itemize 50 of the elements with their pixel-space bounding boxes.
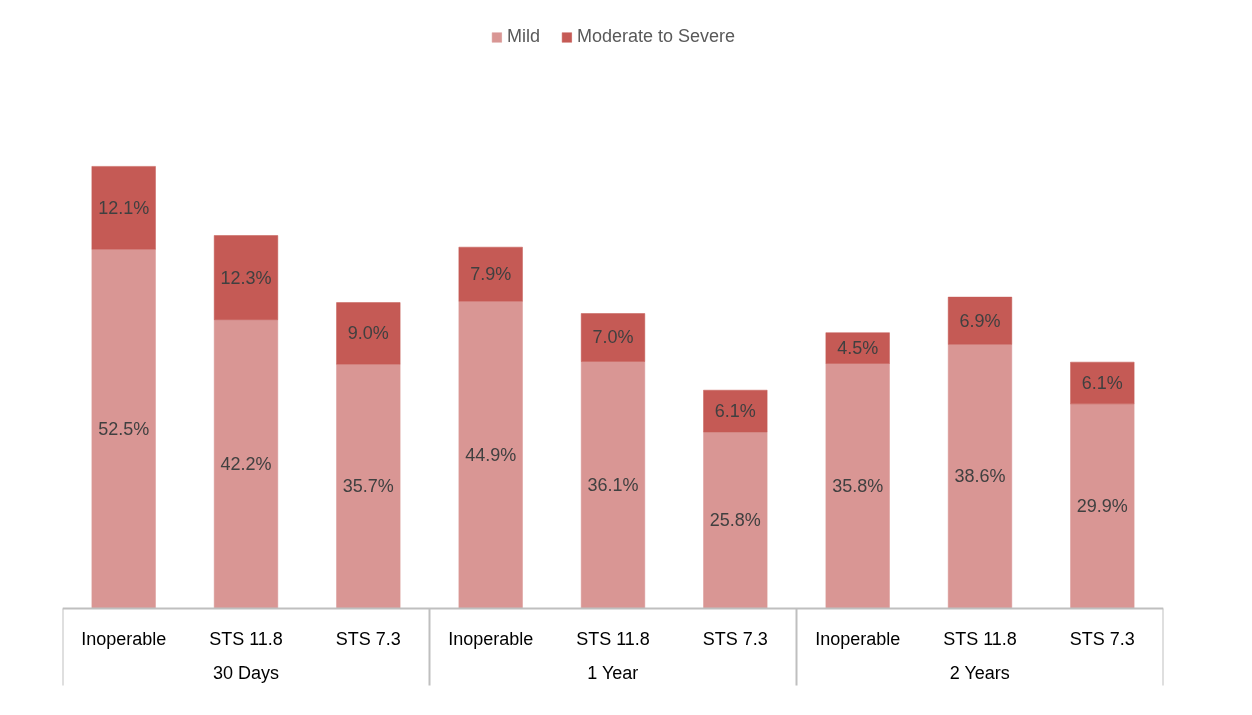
data-label: 38.6% [954,466,1006,487]
bar [825,363,890,609]
x-tick-label: STS 11.8 [209,628,283,649]
data-label: 7.0% [592,327,634,348]
x-tick-label: STS 7.3 [1069,628,1135,649]
bar [947,344,1013,609]
data-label: 52.5% [98,418,150,439]
data-label: 6.9% [959,310,1001,331]
bar [336,302,401,365]
bar [91,166,156,250]
bar [580,313,646,362]
text: 1 Year [587,662,639,683]
bar [458,300,523,609]
bar [213,235,279,320]
bar [580,361,646,609]
data-label: 42.2% [220,454,272,475]
x-tick-label: Inoperable [81,628,167,649]
x-tick-label: Inoperable [815,628,901,649]
legend-label: Moderate to Severe [576,26,736,47]
data-label: 6.1% [714,401,756,422]
x-tick-label: Inoperable [448,628,534,649]
data-label: 35.7% [342,476,394,497]
bar [703,389,768,433]
bar [91,248,156,609]
legend-label: Mild [506,26,540,47]
bar [1070,403,1135,609]
data-label: 9.0% [347,323,389,344]
data-label: 36.1% [587,474,639,495]
bar [213,319,279,609]
bar [947,296,1013,345]
data-label: 35.8% [832,476,884,496]
text: 30 Days [212,662,280,683]
data-label: 7.9% [470,264,512,285]
data-label: 12.1% [98,197,150,218]
bar [825,332,890,364]
data-label: 6.1% [1081,373,1123,393]
data-label: 44.9% [465,444,517,465]
x-tick-label: STS 7.3 [702,628,768,649]
text: 2 Years [949,662,1010,683]
bar [703,431,768,609]
x-tick-label: STS 11.8 [576,628,650,649]
bar [458,246,523,302]
data-label: 12.3% [220,267,272,288]
bar [1070,361,1135,405]
x-tick-label: STS 11.8 [943,628,1017,649]
bar [336,363,401,609]
data-label: 29.9% [1076,496,1128,517]
x-tick-label: STS 7.3 [335,628,401,649]
data-label: 25.8% [709,510,761,531]
data-label: 4.5% [837,338,879,359]
